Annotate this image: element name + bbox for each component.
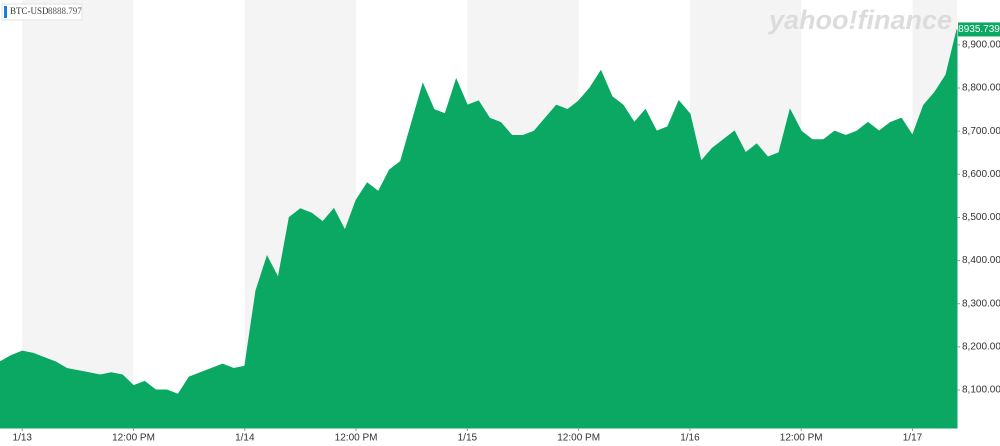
x-tick-label: 1/15: [458, 433, 478, 444]
x-tick-label: 12:00 PM: [112, 433, 155, 444]
y-tick-label: 8,700.000: [962, 126, 1000, 137]
x-tick-label: 12:00 PM: [780, 433, 823, 444]
x-tick-label: 12:00 PM: [557, 433, 600, 444]
x-tick-label: 12:00 PM: [335, 433, 378, 444]
y-tick-label: 8,800.000: [962, 83, 1000, 94]
last-price-tag: [958, 22, 1000, 37]
price-area: [0, 29, 958, 429]
y-tick-label: 8,600.000: [962, 169, 1000, 180]
legend-box: [1, 3, 83, 21]
legend-swatch: [4, 6, 7, 18]
y-tick-label: 8,400.000: [962, 255, 1000, 266]
x-tick-label: 1/16: [680, 433, 700, 444]
last-price-label: 8935.739: [958, 24, 1000, 35]
x-tick-label: 1/14: [235, 433, 255, 444]
legend-name: BTC-USD: [10, 6, 49, 16]
y-tick-label: 8,500.000: [962, 212, 1000, 223]
y-tick-label: 8,200.000: [962, 342, 1000, 353]
x-tick-label: 1/17: [903, 433, 923, 444]
legend-value: 8888.797: [48, 6, 82, 16]
x-tick-label: 1/13: [13, 433, 33, 444]
y-tick-label: 8,300.000: [962, 298, 1000, 309]
y-tick-label: 8,900.000: [962, 40, 1000, 51]
watermark: yahoo!finance: [767, 5, 952, 35]
y-tick-label: 8,100.000: [962, 385, 1000, 396]
